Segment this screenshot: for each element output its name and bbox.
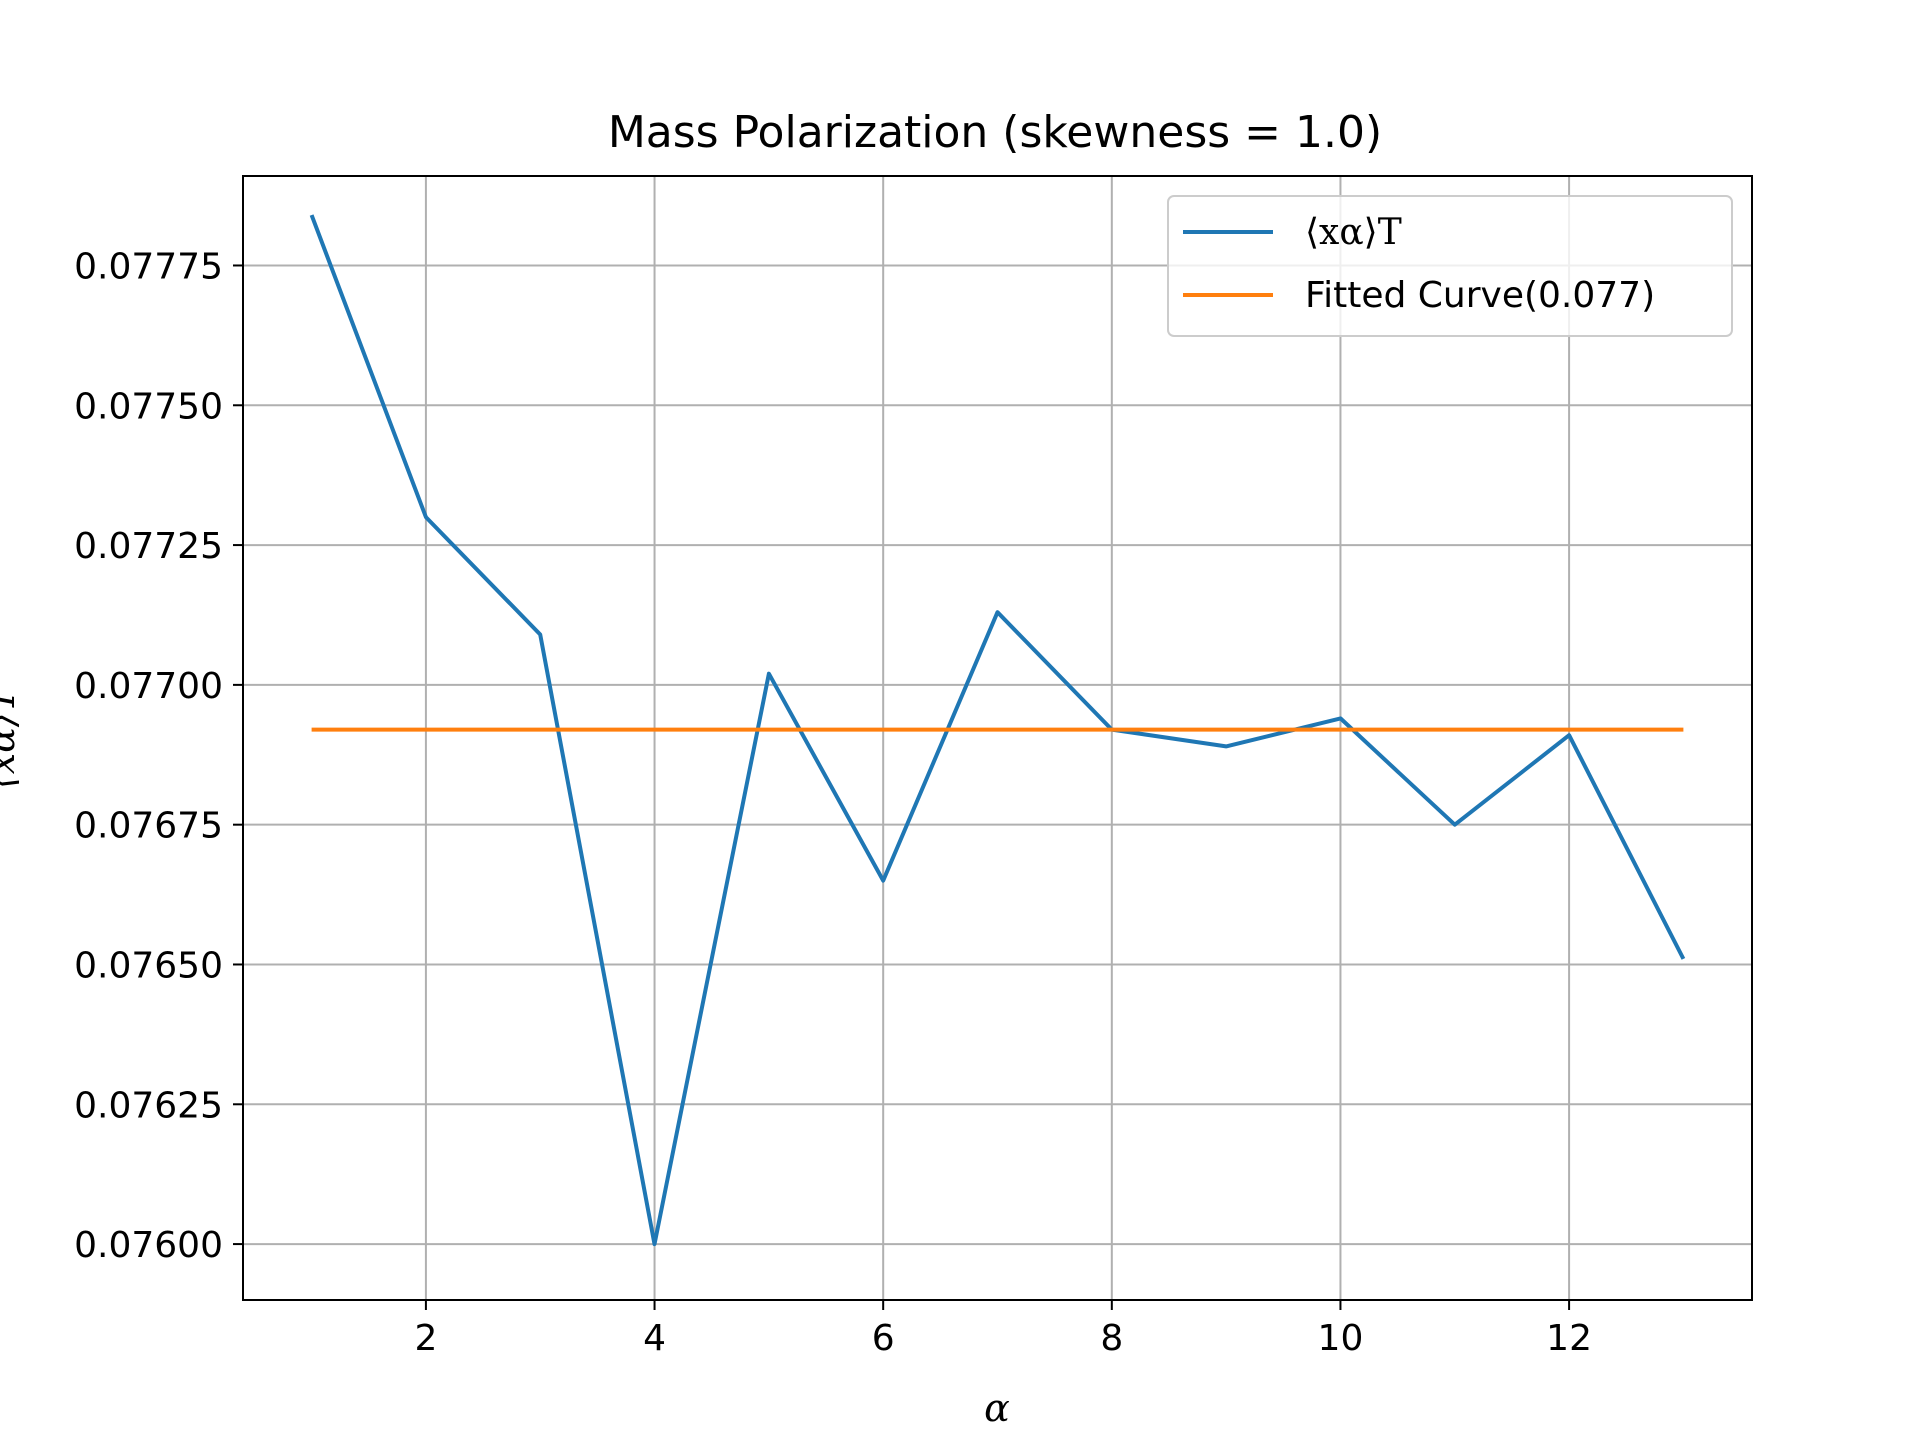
grid-lines <box>243 176 1752 1300</box>
y-tick-label: 0.07600 <box>74 1225 223 1266</box>
ticks: 2 4 6 8 10 12 0.07600 0.07625 0.07650 0.07675 0.07… <box>74 246 1592 1359</box>
x-tick-label: 12 <box>1546 1318 1592 1359</box>
x-tick-label: 10 <box>1318 1318 1364 1359</box>
x-tick-label: 8 <box>1100 1318 1123 1359</box>
series-line-x-alpha <box>309 214 1686 1247</box>
x-axis-label: α <box>984 1386 1010 1430</box>
chart-title: Mass Polarization (skewness = 1.0) <box>608 107 1382 158</box>
x-tick-label: 4 <box>643 1318 666 1359</box>
y-axis-label: ⟨xα⟩T <box>0 684 23 789</box>
y-tick-label: 0.07650 <box>74 945 223 986</box>
y-tick-label: 0.07675 <box>74 806 223 847</box>
y-tick-label: 0.07700 <box>74 666 223 707</box>
y-tick-label: 0.07625 <box>74 1085 223 1126</box>
y-tick-label: 0.07750 <box>74 386 223 427</box>
legend-label: Fitted Curve(0.077) <box>1305 275 1655 316</box>
legend: ⟨xα⟩T Fitted Curve(0.077) <box>1167 195 1733 337</box>
y-tick-label: 0.07725 <box>74 526 223 567</box>
plot-frame <box>242 175 1753 1301</box>
legend-box <box>1167 195 1733 337</box>
series-layer <box>309 214 1686 1247</box>
x-tick-label: 2 <box>414 1318 437 1359</box>
legend-label: ⟨xα⟩T <box>1305 212 1402 253</box>
x-tick-label: 6 <box>872 1318 895 1359</box>
y-tick-label: 0.07775 <box>74 246 223 287</box>
